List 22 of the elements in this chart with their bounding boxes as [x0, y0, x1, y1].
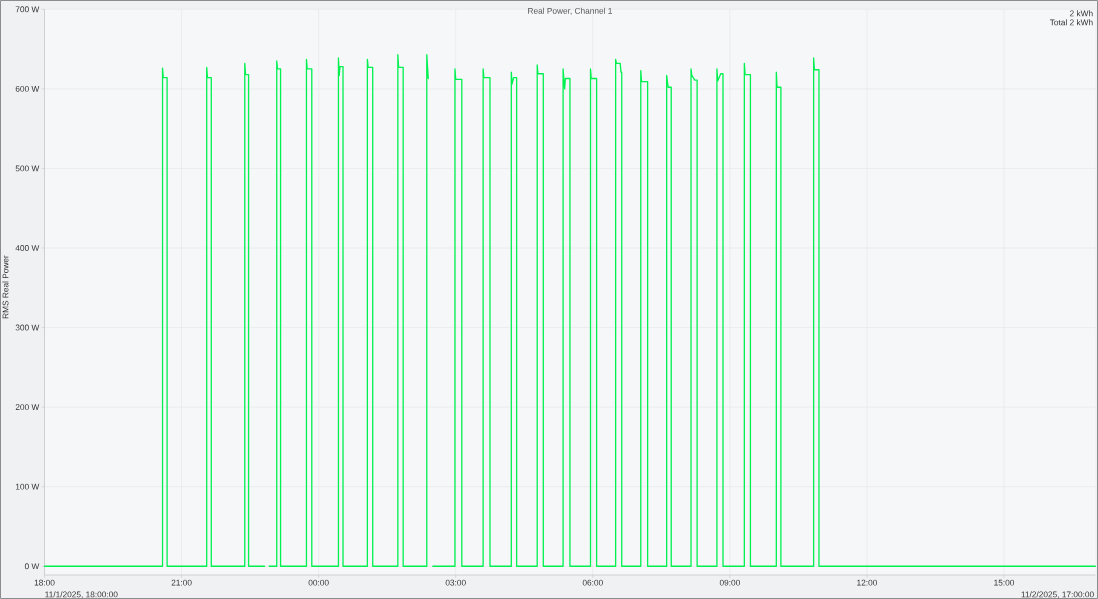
text: 11/2/2025, 17:00:00	[1021, 591, 1094, 599]
text: 11/1/2025, 18:00:00	[45, 591, 118, 599]
x-tick-label: 15:00	[994, 579, 1015, 586]
y-tick-label: 0 W	[24, 563, 40, 570]
x-tick-label: 09:00	[719, 579, 740, 586]
x-tick-label: 12:00	[857, 579, 877, 586]
y-tick-label: 400 W	[15, 245, 40, 251]
y-axis-title: RMS Real Power	[2, 255, 9, 319]
x-tick-label: 21:00	[171, 579, 192, 586]
y-tick-label: 500 W	[15, 165, 40, 172]
x-tick-label: 03:00	[445, 579, 466, 586]
chart-title: Real Power, Channel 1	[528, 7, 612, 15]
annotation: Total 2 kWh	[1049, 19, 1093, 26]
y-tick-label: 100 W	[15, 483, 40, 490]
x-tick-label: 18:00	[34, 579, 55, 586]
x-tick-label: 06:00	[582, 579, 603, 586]
x-tick-label: 00:00	[308, 579, 329, 586]
y-tick-label: 200 W	[15, 404, 40, 411]
y-tick-label: 700 W	[15, 6, 40, 13]
y-tick-label: 300 W	[15, 324, 40, 331]
y-tick-label: 600 W	[15, 85, 40, 92]
annotation: 2 kWh	[1069, 10, 1093, 17]
